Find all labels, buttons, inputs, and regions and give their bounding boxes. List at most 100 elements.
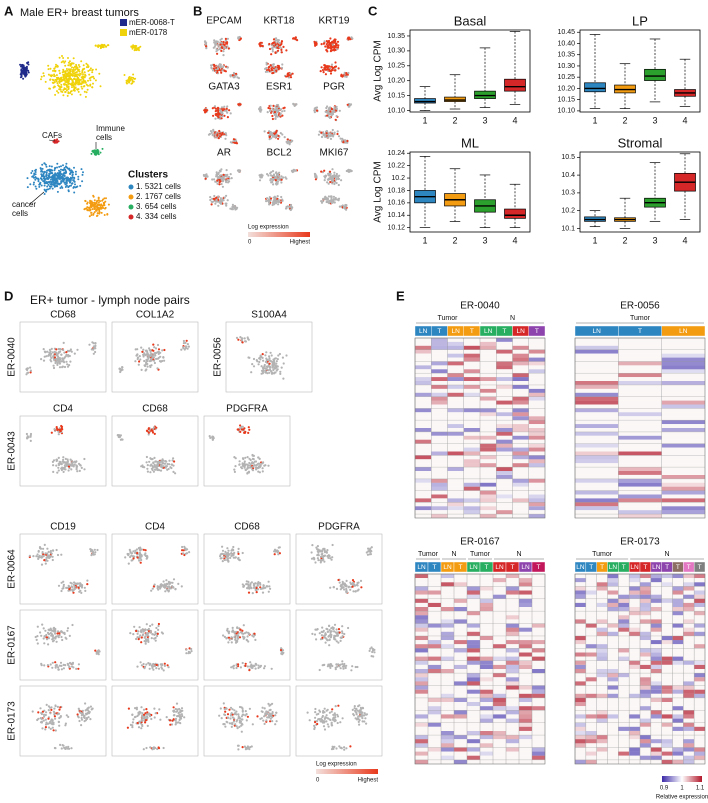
cell-dot	[220, 49, 223, 53]
cell-dot	[372, 655, 375, 658]
cell-dot	[219, 135, 222, 138]
x-tick-label: 3	[482, 235, 487, 245]
cell-dot	[101, 46, 104, 49]
cell-dot	[57, 177, 59, 180]
cell-dot	[274, 117, 277, 120]
cell-dot	[67, 64, 70, 67]
cell-dot	[80, 724, 83, 727]
cell-dot	[39, 183, 41, 186]
cell-dot	[215, 47, 218, 51]
cell-dot	[274, 365, 277, 368]
cell-dot	[146, 352, 149, 355]
cell-dot	[90, 348, 93, 351]
cell-dot	[20, 74, 23, 76]
cell-dot	[138, 559, 141, 562]
cell-dot	[281, 63, 284, 66]
cell-dot	[74, 461, 77, 464]
cell-dot	[225, 107, 228, 110]
cell-dot	[47, 717, 50, 720]
cell-dot	[252, 365, 256, 368]
cell-dot	[280, 40, 284, 43]
cell-dot	[276, 172, 279, 176]
cell-dot	[26, 186, 29, 189]
cell-dot	[268, 135, 272, 138]
cell-dot	[51, 661, 54, 664]
cell-dot	[84, 589, 87, 593]
cell-dot	[271, 180, 274, 184]
cell-dot	[88, 215, 91, 218]
cell-dot	[133, 49, 136, 52]
cell-dot	[48, 172, 51, 175]
cell-dot	[329, 199, 332, 202]
cell-dot	[50, 634, 53, 637]
annotation: cells	[12, 209, 28, 218]
cell-dot	[337, 135, 341, 138]
cell-dot	[144, 349, 147, 352]
cell-dot	[89, 718, 92, 721]
cell-dot	[64, 636, 67, 639]
cell-dot	[280, 47, 283, 50]
cell-dot	[283, 109, 286, 112]
cell-dot	[216, 107, 220, 110]
cell-dot	[338, 581, 341, 584]
cell-dot	[46, 547, 49, 550]
cell-dot	[153, 465, 156, 468]
cell-dot	[247, 431, 250, 434]
y-tick-label: 10.45	[557, 29, 575, 36]
cell-dot	[280, 178, 283, 181]
cell-dot	[84, 81, 87, 84]
cell-dot	[277, 134, 280, 137]
cell-dot	[245, 463, 248, 466]
cell-dot	[89, 550, 93, 553]
cell-dot	[270, 667, 273, 670]
cell-dot	[277, 546, 280, 549]
cell-dot	[39, 707, 42, 710]
cell-dot	[235, 666, 238, 670]
cell-dot	[47, 550, 50, 554]
cell-dot	[61, 638, 64, 642]
cell-dot	[92, 553, 95, 556]
cell-dot	[53, 69, 56, 72]
cell-dot	[66, 365, 70, 368]
cell-dot	[351, 585, 354, 588]
cell-dot	[50, 74, 53, 77]
gene-label: S100A4	[251, 310, 287, 321]
cell-dot	[86, 201, 89, 204]
cell-dot	[276, 365, 279, 368]
cell-dot	[78, 469, 81, 472]
cell-dot	[34, 185, 37, 188]
cell-dot	[77, 175, 80, 178]
cell-dot	[264, 70, 267, 73]
cell-dot	[332, 195, 335, 198]
gene-label: CD4	[53, 404, 73, 415]
y-tick-label: 10.40	[557, 40, 575, 47]
cell-dot	[49, 720, 52, 724]
cell-dot	[149, 746, 152, 749]
cell-dot	[83, 80, 86, 83]
cell-dot	[42, 637, 45, 640]
cell-dot	[50, 181, 53, 183]
cell-dot	[65, 184, 68, 187]
cell-dot	[234, 641, 238, 644]
cell-dot	[274, 171, 278, 174]
cell-dot	[99, 85, 102, 88]
cell-dot	[172, 710, 175, 713]
cell-dot	[144, 719, 148, 722]
cell-dot	[360, 586, 363, 589]
cell-dot	[234, 465, 237, 468]
cell-dot	[147, 427, 150, 431]
cell-dot	[79, 711, 82, 714]
y-tick-label: 10.22	[387, 162, 405, 169]
cell-dot	[40, 720, 44, 723]
cell-dot	[56, 174, 59, 177]
cell-dot	[326, 198, 329, 201]
cell-dot	[334, 38, 337, 41]
cell-dot	[272, 362, 275, 365]
cell-dot	[314, 561, 317, 564]
cell-dot	[93, 199, 96, 202]
gene-label: ESR1	[266, 82, 293, 93]
cell-dot	[55, 640, 58, 643]
cell-dot	[39, 547, 42, 550]
cell-dot	[225, 181, 228, 184]
x-tick-label: 3	[652, 115, 657, 125]
